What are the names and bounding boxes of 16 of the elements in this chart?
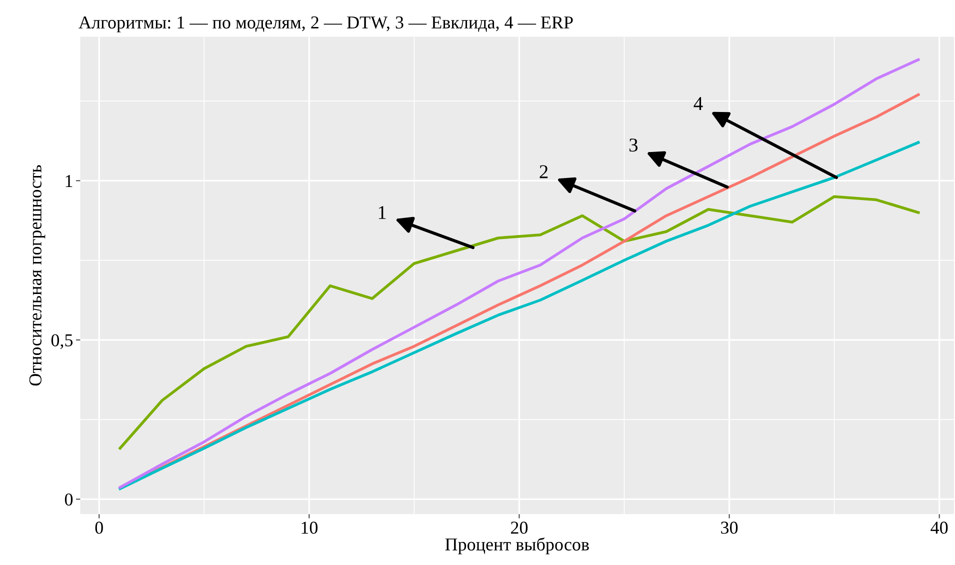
x-tick-label: 10: [302, 522, 318, 534]
y-axis-title: Относительная погрешность: [29, 165, 46, 386]
x-tick-label: 30: [721, 522, 738, 534]
x-tick-label: 0: [95, 522, 103, 534]
annotation: 2: [540, 165, 548, 178]
chart-title: Алгоритмы: 1 — по моделям, 2 — DTW, 3 — Евклида, 4 — ERP: [78, 16, 573, 32]
y-tick-label: 1: [66, 175, 72, 187]
line-series: [118, 195, 920, 450]
annotation: 1: [378, 206, 386, 219]
x-tick-label: 20: [511, 522, 528, 534]
y-tick-label: 0,5: [51, 334, 73, 349]
x-axis-title: Процент выбросов: [445, 537, 589, 554]
x-tick-label: 40: [930, 522, 948, 534]
annotation: 3: [630, 138, 638, 152]
annotation: 4: [694, 97, 703, 110]
y-tick-label: 0: [64, 493, 73, 506]
